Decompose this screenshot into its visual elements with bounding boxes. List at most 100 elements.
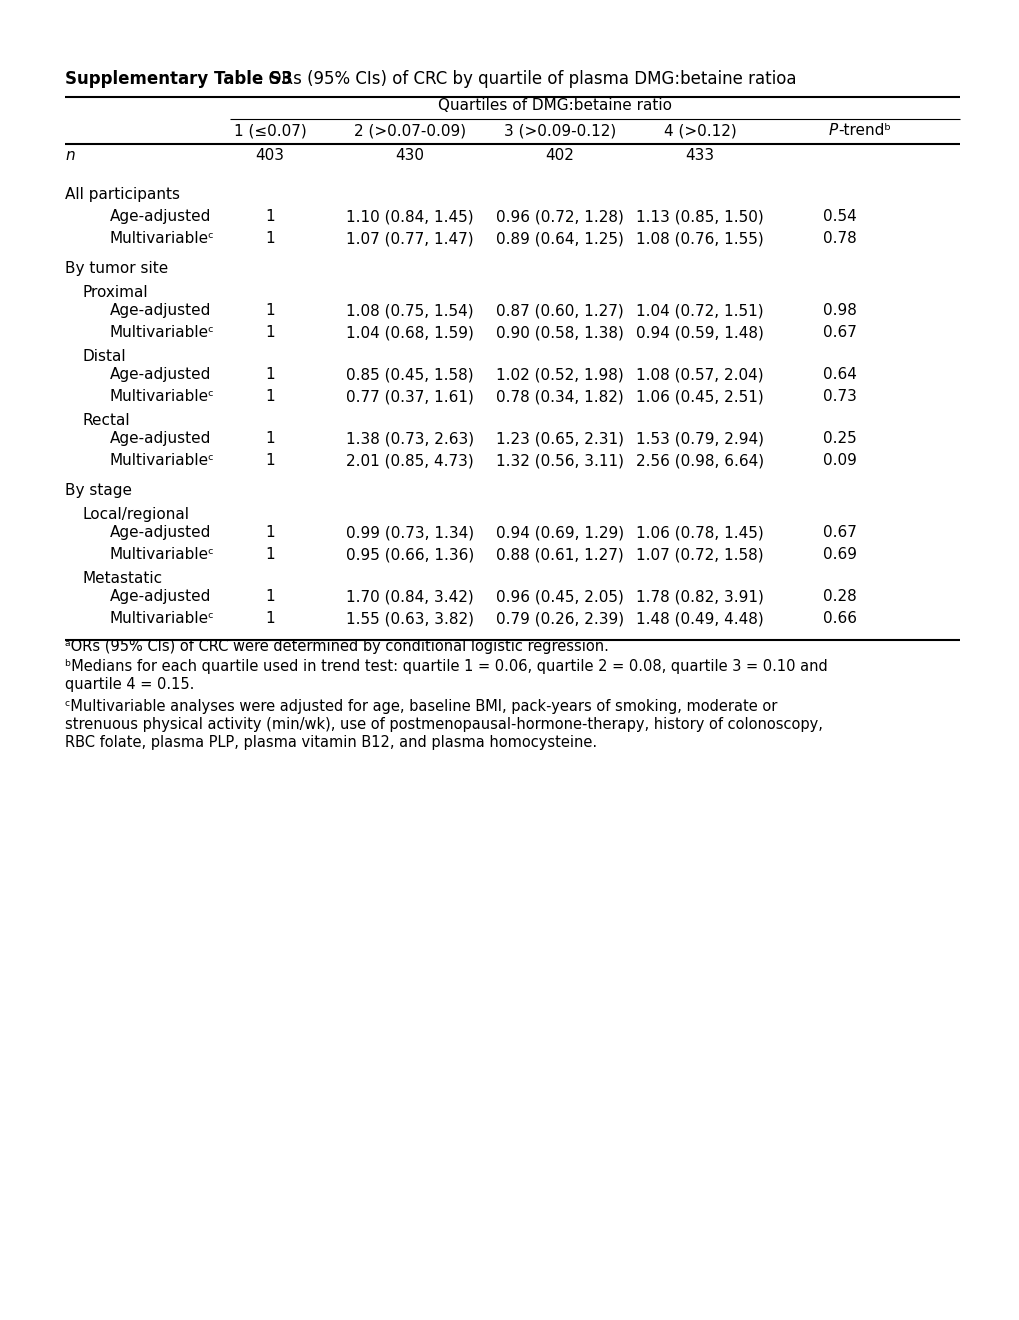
Text: 1.32 (0.56, 3.11): 1.32 (0.56, 3.11) xyxy=(495,453,624,469)
Text: Proximal: Proximal xyxy=(83,285,149,300)
Text: 0.77 (0.37, 1.61): 0.77 (0.37, 1.61) xyxy=(345,389,474,404)
Text: 1.07 (0.72, 1.58): 1.07 (0.72, 1.58) xyxy=(636,546,763,562)
Text: Local/regional: Local/regional xyxy=(83,507,190,521)
Text: Age-adjusted: Age-adjusted xyxy=(110,525,211,540)
Text: 1: 1 xyxy=(265,389,274,404)
Text: 1.53 (0.79, 2.94): 1.53 (0.79, 2.94) xyxy=(636,432,763,446)
Text: 1.04 (0.72, 1.51): 1.04 (0.72, 1.51) xyxy=(636,304,763,318)
Text: 0.78 (0.34, 1.82): 0.78 (0.34, 1.82) xyxy=(495,389,624,404)
Text: 1: 1 xyxy=(265,432,274,446)
Text: 0.25: 0.25 xyxy=(822,432,856,446)
Text: Multivariableᶜ: Multivariableᶜ xyxy=(110,231,215,246)
Text: 3 (>0.09-0.12): 3 (>0.09-0.12) xyxy=(503,123,615,139)
Text: Age-adjusted: Age-adjusted xyxy=(110,209,211,224)
Text: 1: 1 xyxy=(265,209,274,224)
Text: 0.69: 0.69 xyxy=(822,546,856,562)
Text: 1: 1 xyxy=(265,325,274,341)
Text: 0.87 (0.60, 1.27): 0.87 (0.60, 1.27) xyxy=(495,304,624,318)
Text: 1.10 (0.84, 1.45): 1.10 (0.84, 1.45) xyxy=(345,209,474,224)
Text: 0.54: 0.54 xyxy=(822,209,856,224)
Text: 430: 430 xyxy=(395,148,424,162)
Text: 0.94 (0.69, 1.29): 0.94 (0.69, 1.29) xyxy=(495,525,624,540)
Text: Age-adjusted: Age-adjusted xyxy=(110,432,211,446)
Text: 1.55 (0.63, 3.82): 1.55 (0.63, 3.82) xyxy=(345,611,474,626)
Text: 1.08 (0.75, 1.54): 1.08 (0.75, 1.54) xyxy=(345,304,474,318)
Text: 0.89 (0.64, 1.25): 0.89 (0.64, 1.25) xyxy=(495,231,624,246)
Text: Multivariableᶜ: Multivariableᶜ xyxy=(110,546,215,562)
Text: 1: 1 xyxy=(265,546,274,562)
Text: Rectal: Rectal xyxy=(83,413,130,428)
Text: All participants: All participants xyxy=(65,187,179,202)
Text: 1.02 (0.52, 1.98): 1.02 (0.52, 1.98) xyxy=(495,367,624,381)
Text: n: n xyxy=(65,148,74,162)
Text: 0.73: 0.73 xyxy=(822,389,856,404)
Text: 1 (≤0.07): 1 (≤0.07) xyxy=(233,123,306,139)
Text: 0.78: 0.78 xyxy=(822,231,856,246)
Text: 1.04 (0.68, 1.59): 1.04 (0.68, 1.59) xyxy=(345,325,474,341)
Text: Metastatic: Metastatic xyxy=(83,572,163,586)
Text: 433: 433 xyxy=(685,148,714,162)
Text: 1: 1 xyxy=(265,453,274,469)
Text: 0.09: 0.09 xyxy=(822,453,856,469)
Text: Multivariableᶜ: Multivariableᶜ xyxy=(110,453,215,469)
Text: 0.67: 0.67 xyxy=(822,325,856,341)
Text: RBC folate, plasma PLP, plasma vitamin B12, and plasma homocysteine.: RBC folate, plasma PLP, plasma vitamin B… xyxy=(65,735,596,750)
Text: 2.56 (0.98, 6.64): 2.56 (0.98, 6.64) xyxy=(635,453,763,469)
Text: 0.95 (0.66, 1.36): 0.95 (0.66, 1.36) xyxy=(345,546,474,562)
Text: By tumor site: By tumor site xyxy=(65,261,168,276)
Text: 1.38 (0.73, 2.63): 1.38 (0.73, 2.63) xyxy=(345,432,474,446)
Text: 0.28: 0.28 xyxy=(822,589,856,605)
Text: 1: 1 xyxy=(265,611,274,626)
Text: 0.94 (0.59, 1.48): 0.94 (0.59, 1.48) xyxy=(636,325,763,341)
Text: 0.66: 0.66 xyxy=(822,611,856,626)
Text: 1.06 (0.78, 1.45): 1.06 (0.78, 1.45) xyxy=(636,525,763,540)
Text: 4 (>0.12): 4 (>0.12) xyxy=(663,123,736,139)
Text: P: P xyxy=(825,123,838,139)
Text: 1.06 (0.45, 2.51): 1.06 (0.45, 2.51) xyxy=(636,389,763,404)
Text: 1.08 (0.57, 2.04): 1.08 (0.57, 2.04) xyxy=(636,367,763,381)
Text: By stage: By stage xyxy=(65,483,131,498)
Text: 0.64: 0.64 xyxy=(822,367,856,381)
Text: Age-adjusted: Age-adjusted xyxy=(110,367,211,381)
Text: 1.07 (0.77, 1.47): 1.07 (0.77, 1.47) xyxy=(345,231,474,246)
Text: strenuous physical activity (min/wk), use of postmenopausal-hormone-therapy, his: strenuous physical activity (min/wk), us… xyxy=(65,717,822,733)
Text: 1: 1 xyxy=(265,304,274,318)
Text: 0.79 (0.26, 2.39): 0.79 (0.26, 2.39) xyxy=(495,611,624,626)
Text: 0.98: 0.98 xyxy=(822,304,856,318)
Text: 0.99 (0.73, 1.34): 0.99 (0.73, 1.34) xyxy=(345,525,474,540)
Text: 0.90 (0.58, 1.38): 0.90 (0.58, 1.38) xyxy=(495,325,624,341)
Text: Age-adjusted: Age-adjusted xyxy=(110,589,211,605)
Text: 0.85 (0.45, 1.58): 0.85 (0.45, 1.58) xyxy=(345,367,474,381)
Text: 1.48 (0.49, 4.48): 1.48 (0.49, 4.48) xyxy=(636,611,763,626)
Text: -trendᵇ: -trendᵇ xyxy=(838,123,891,139)
Text: Multivariableᶜ: Multivariableᶜ xyxy=(110,325,215,341)
Text: Supplementary Table S3: Supplementary Table S3 xyxy=(65,70,292,88)
Text: Distal: Distal xyxy=(83,348,126,364)
Text: 1: 1 xyxy=(265,231,274,246)
Text: Age-adjusted: Age-adjusted xyxy=(110,304,211,318)
Text: 1.78 (0.82, 3.91): 1.78 (0.82, 3.91) xyxy=(636,589,763,605)
Text: 1.08 (0.76, 1.55): 1.08 (0.76, 1.55) xyxy=(636,231,763,246)
Text: Quartiles of DMG:betaine ratio: Quartiles of DMG:betaine ratio xyxy=(437,98,672,114)
Text: ᵃORs (95% CIs) of CRC were determined by conditional logistic regression.: ᵃORs (95% CIs) of CRC were determined by… xyxy=(65,639,608,653)
Text: quartile 4 = 0.15.: quartile 4 = 0.15. xyxy=(65,677,195,692)
Text: 402: 402 xyxy=(545,148,574,162)
Text: 0.88 (0.61, 1.27): 0.88 (0.61, 1.27) xyxy=(495,546,624,562)
Text: 0.67: 0.67 xyxy=(822,525,856,540)
Text: 2 (>0.07-0.09): 2 (>0.07-0.09) xyxy=(354,123,466,139)
Text: 2.01 (0.85, 4.73): 2.01 (0.85, 4.73) xyxy=(345,453,474,469)
Text: ᵇMedians for each quartile used in trend test: quartile 1 = 0.06, quartile 2 = 0: ᵇMedians for each quartile used in trend… xyxy=(65,659,827,675)
Text: 1.70 (0.84, 3.42): 1.70 (0.84, 3.42) xyxy=(345,589,474,605)
Text: 1.23 (0.65, 2.31): 1.23 (0.65, 2.31) xyxy=(495,432,624,446)
Text: ᶜMultivariable analyses were adjusted for age, baseline BMI, pack-years of smoki: ᶜMultivariable analyses were adjusted fo… xyxy=(65,700,776,714)
Text: . ORs (95% CIs) of CRC by quartile of plasma DMG:betaine ratioa: . ORs (95% CIs) of CRC by quartile of pl… xyxy=(258,70,796,88)
Text: 403: 403 xyxy=(255,148,284,162)
Text: 1: 1 xyxy=(265,525,274,540)
Text: 0.96 (0.72, 1.28): 0.96 (0.72, 1.28) xyxy=(495,209,624,224)
Text: 1: 1 xyxy=(265,589,274,605)
Text: 1: 1 xyxy=(265,367,274,381)
Text: Multivariableᶜ: Multivariableᶜ xyxy=(110,611,215,626)
Text: Multivariableᶜ: Multivariableᶜ xyxy=(110,389,215,404)
Text: 1.13 (0.85, 1.50): 1.13 (0.85, 1.50) xyxy=(636,209,763,224)
Text: 0.96 (0.45, 2.05): 0.96 (0.45, 2.05) xyxy=(495,589,624,605)
